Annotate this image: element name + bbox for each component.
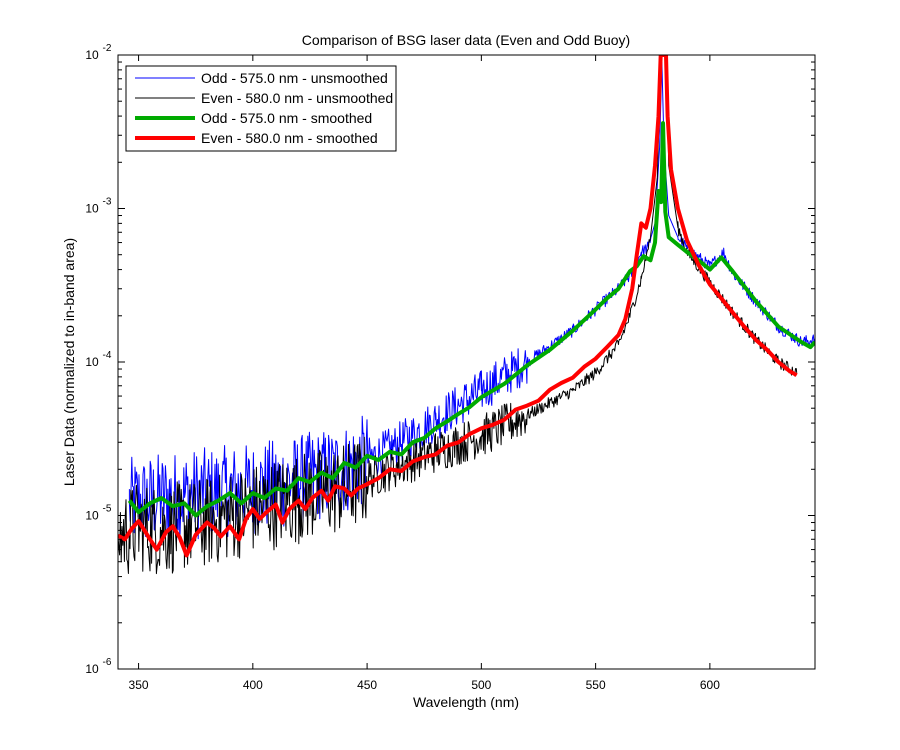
y-tick-label-base: 10 <box>85 202 99 216</box>
x-tick-label: 500 <box>471 678 491 692</box>
legend-label-odd-smoothed: Odd - 575.0 nm - smoothed <box>201 110 372 126</box>
x-tick-label: 550 <box>586 678 606 692</box>
y-tick-label-exp: -3 <box>103 197 112 208</box>
series-line-1 <box>118 55 798 575</box>
series-line-2 <box>127 121 815 518</box>
y-axis: 10 -6 10 -5 10 -4 10 -3 10 -2 <box>85 43 815 676</box>
y-tick-label-base: 10 <box>85 355 99 369</box>
plot-area <box>118 55 815 669</box>
y-tick-label-exp: -4 <box>103 350 112 361</box>
y-tick-label-base: 10 <box>85 662 99 676</box>
y-tick-label-exp: -2 <box>103 43 112 54</box>
chart-title: Comparison of BSG laser data (Even and O… <box>302 32 630 48</box>
y-tick-label-exp: -5 <box>103 504 112 515</box>
legend-label-even-unsmoothed: Even - 580.0 nm - unsmoothed <box>201 90 393 106</box>
y-tick-label-base: 10 <box>85 509 99 523</box>
x-tick-label: 400 <box>243 678 263 692</box>
x-tick-label: 450 <box>357 678 377 692</box>
y-tick-label: 10 -2 <box>85 43 112 62</box>
series-layer <box>118 55 815 575</box>
y-tick-label-base: 10 <box>85 48 99 62</box>
series-line-3 <box>118 55 798 558</box>
x-axis: 350 400 450 500 550 600 <box>129 55 720 692</box>
y-tick-label: 10 -4 <box>85 350 112 369</box>
legend-label-even-smoothed: Even - 580.0 nm - smoothed <box>201 130 378 146</box>
y-axis-label: Laser Data (normalized to in-band area) <box>61 238 77 486</box>
legend-label-odd-unsmoothed: Odd - 575.0 nm - unsmoothed <box>201 70 388 86</box>
y-tick-label: 10 -3 <box>85 197 112 216</box>
x-axis-label: Wavelength (nm) <box>413 694 519 710</box>
legend: Odd - 575.0 nm - unsmoothed Even - 580.0… <box>125 65 397 152</box>
x-tick-label: 600 <box>700 678 720 692</box>
y-tick-label-exp: -6 <box>103 657 112 668</box>
x-tick-label: 350 <box>129 678 149 692</box>
y-tick-label: 10 -5 <box>85 504 112 523</box>
y-tick-label: 10 -6 <box>85 657 112 676</box>
